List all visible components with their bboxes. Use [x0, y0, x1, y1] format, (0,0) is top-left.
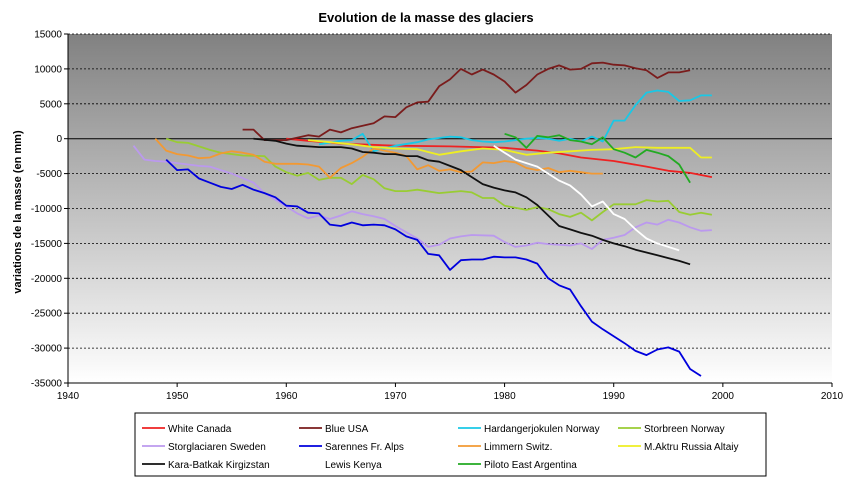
series-line: [308, 139, 712, 159]
y-tick-label: -10000: [31, 204, 63, 215]
y-tick-label: 5000: [40, 99, 63, 110]
legend-label: Storbreen Norway: [644, 424, 725, 435]
y-tick-label: -30000: [31, 344, 63, 355]
legend-label: Sarennes Fr. Alps: [325, 442, 404, 453]
legend-label: Piloto East Argentina: [484, 460, 577, 471]
legend-label: Hardangerjokulen Norway: [484, 424, 600, 435]
y-tick-label: 15000: [34, 30, 62, 41]
series-line: [242, 61, 691, 142]
series-line: [493, 144, 680, 252]
legend-box: [134, 412, 767, 477]
series-line: [504, 132, 691, 184]
y-tick-label: 10000: [34, 64, 62, 75]
y-axis-label: variations de la masse (en mm): [12, 130, 24, 294]
series-line: [318, 89, 712, 153]
y-tick-label: -15000: [31, 239, 63, 250]
axes: 15000 10000 5000 0 -5000 -10000 -15000 -20000 -2…: [31, 30, 844, 403]
series-line: [132, 145, 712, 250]
series-line: [253, 137, 691, 266]
legend-label: Blue USA: [325, 424, 369, 435]
x-tick-label: 2000: [712, 391, 735, 402]
x-tick-label: 1960: [275, 391, 298, 402]
x-tick-label: 1980: [493, 391, 516, 402]
series-line: [165, 137, 713, 222]
chart-title: Evolution de la masse des glaciers: [318, 10, 533, 25]
series-line: [154, 138, 603, 179]
x-tick-label: 2010: [821, 391, 844, 402]
x-tick-label: 1990: [603, 391, 626, 402]
legend-label: Storglaciaren Sweden: [168, 442, 266, 453]
y-tick-label: 0: [56, 134, 62, 145]
legend-label: M.Aktru Russia Altaiy: [644, 442, 738, 453]
legend-label: Lewis Kenya: [325, 460, 382, 471]
legend: White Canada Blue USA Hardangerjokulen Nor…: [134, 412, 767, 477]
x-tick-label: 1970: [384, 391, 407, 402]
x-tick-label: 1950: [166, 391, 189, 402]
y-tick-label: -25000: [31, 309, 63, 320]
legend-label: Kara-Batkak Kirgizstan: [168, 460, 270, 471]
y-tick-label: -35000: [31, 379, 63, 390]
y-tick-label: -20000: [31, 274, 63, 285]
series-lines: [132, 61, 713, 377]
legend-label: White Canada: [168, 424, 232, 435]
grid-lines: [68, 33, 832, 349]
series-line: [165, 158, 702, 377]
x-tick-label: 1940: [57, 391, 80, 402]
y-tick-label: -5000: [36, 169, 62, 180]
legend-label: Limmern Switz.: [484, 442, 552, 453]
